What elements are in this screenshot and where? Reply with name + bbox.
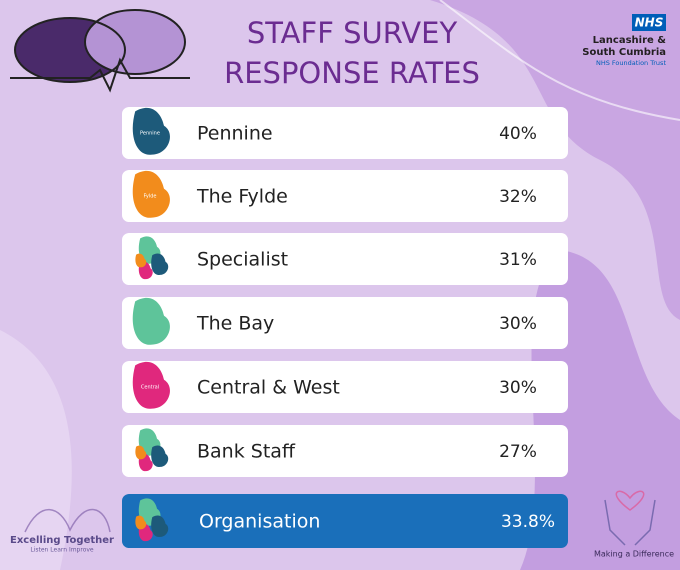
- blob: [430, 0, 680, 320]
- map-icon: [132, 107, 170, 155]
- title: RESPONSE RATES: [224, 56, 480, 90]
- row-card: [122, 297, 568, 349]
- row-label: Specialist: [197, 249, 288, 271]
- rows: Pennine Pennine 40% Fylde The Fylde 32% Specia…: [122, 107, 568, 548]
- row-value: 33.8%: [501, 512, 555, 532]
- row-value: 31%: [499, 250, 537, 270]
- row-value: 30%: [499, 314, 537, 334]
- row-value: 32%: [499, 187, 537, 207]
- hands-icon: [604, 490, 656, 546]
- row-label: Organisation: [199, 511, 320, 533]
- map-icon: [135, 515, 147, 530]
- decor-line: [439, 0, 680, 121]
- row-value: 27%: [499, 442, 537, 462]
- row-card: [122, 494, 568, 548]
- row-label: The Bay: [196, 313, 274, 335]
- row-label: Central & West: [197, 377, 340, 399]
- row-card: [122, 425, 568, 477]
- logo-text: NHS Foundation Trust: [596, 59, 666, 67]
- map-icon: [132, 297, 170, 345]
- footer-text: Making a Difference: [594, 550, 674, 559]
- map-icon: [135, 253, 147, 268]
- row-card: [122, 361, 568, 413]
- footer-text: Excelling Together: [10, 535, 114, 546]
- excelling-logo: [24, 508, 111, 533]
- row-card: [122, 233, 568, 285]
- row-label: Bank Staff: [197, 441, 296, 463]
- map-label: Pennine: [140, 131, 160, 137]
- map-icon: [151, 253, 169, 275]
- map-icon: [151, 515, 169, 537]
- speech-bubbles: [10, 9, 190, 93]
- title: STAFF SURVEY: [247, 16, 458, 50]
- map-icon: [132, 361, 170, 409]
- row-value: 30%: [499, 378, 537, 398]
- map-label: Central: [141, 385, 159, 391]
- nhs-text: NHS: [635, 16, 664, 30]
- map-icon: [132, 170, 170, 218]
- logo-text: Lancashire &: [593, 35, 667, 46]
- row-label: The Fylde: [196, 186, 288, 208]
- map-icon: [151, 445, 169, 467]
- row-card: [122, 107, 568, 159]
- map-label: Fylde: [143, 194, 156, 200]
- logo-text: South Cumbria: [582, 47, 666, 58]
- row-label: Pennine: [197, 123, 273, 145]
- footer-text: Listen Learn Improve: [30, 547, 94, 554]
- nhs-badge: [632, 14, 666, 31]
- row-card: [122, 170, 568, 222]
- map-icon: [135, 445, 147, 460]
- row-value: 40%: [499, 124, 537, 144]
